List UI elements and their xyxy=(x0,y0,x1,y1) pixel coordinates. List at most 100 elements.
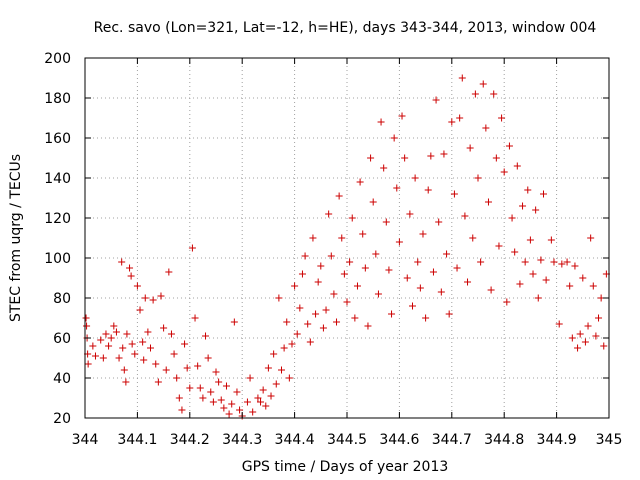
data-point xyxy=(246,374,254,382)
data-point xyxy=(293,330,301,338)
data-point xyxy=(429,268,437,276)
data-point xyxy=(165,268,173,276)
data-point xyxy=(217,396,225,404)
x-tick-label: 344.3 xyxy=(222,432,262,448)
data-point xyxy=(230,318,238,326)
data-point xyxy=(140,356,148,364)
data-point xyxy=(257,398,265,406)
data-point xyxy=(312,310,320,318)
y-tick-label: 200 xyxy=(44,51,71,67)
data-point xyxy=(262,402,270,410)
data-point xyxy=(495,242,503,250)
data-point xyxy=(298,270,306,278)
data-point xyxy=(204,354,212,362)
data-point xyxy=(367,154,375,162)
data-point xyxy=(500,168,508,176)
data-point xyxy=(419,230,427,238)
data-point xyxy=(393,184,401,192)
data-point xyxy=(228,400,236,408)
data-point xyxy=(382,218,390,226)
data-point xyxy=(139,338,147,346)
y-tick-label: 160 xyxy=(44,131,71,147)
data-point xyxy=(325,210,333,218)
data-point xyxy=(353,282,361,290)
data-point xyxy=(464,278,472,286)
data-point xyxy=(249,408,257,416)
data-point xyxy=(83,322,91,330)
y-tick-label: 80 xyxy=(53,291,71,307)
data-point xyxy=(401,154,409,162)
data-point xyxy=(306,338,314,346)
data-point xyxy=(264,364,272,372)
data-point xyxy=(254,394,262,402)
data-point xyxy=(288,340,296,348)
data-point xyxy=(466,144,474,152)
data-point xyxy=(107,334,115,342)
data-point xyxy=(377,118,385,126)
data-point xyxy=(181,340,189,348)
data-point xyxy=(175,394,183,402)
y-tick-label: 120 xyxy=(44,211,71,227)
data-point xyxy=(437,288,445,296)
data-point xyxy=(581,338,589,346)
data-point xyxy=(99,354,107,362)
data-point xyxy=(112,328,120,336)
data-point xyxy=(424,186,432,194)
data-point xyxy=(346,258,354,266)
data-point xyxy=(388,310,396,318)
data-point xyxy=(89,342,97,350)
data-point xyxy=(291,282,299,290)
data-point xyxy=(503,298,511,306)
data-point xyxy=(540,190,547,198)
data-point xyxy=(272,380,280,388)
x-tick-label: 344.1 xyxy=(117,432,157,448)
data-point xyxy=(105,342,113,350)
data-point xyxy=(364,322,372,330)
data-point xyxy=(128,340,136,348)
data-point xyxy=(186,384,194,392)
data-point xyxy=(380,164,388,172)
data-point xyxy=(524,186,532,194)
data-point xyxy=(314,278,322,286)
data-point xyxy=(322,306,330,314)
data-point xyxy=(453,264,461,272)
x-tick-label: 344.2 xyxy=(170,432,210,448)
data-point xyxy=(521,258,529,266)
data-point xyxy=(115,354,123,362)
y-tick-label: 60 xyxy=(53,331,71,347)
data-point xyxy=(403,274,411,282)
chart-title: Rec. savo (Lon=321, Lat=-12, h=HE), days… xyxy=(94,20,597,36)
data-point xyxy=(126,264,134,272)
data-point xyxy=(448,118,456,126)
data-point xyxy=(170,350,178,358)
data-point xyxy=(406,210,414,218)
data-point xyxy=(212,368,220,376)
data-point xyxy=(487,286,495,294)
data-point xyxy=(330,290,338,298)
data-point xyxy=(118,258,126,266)
data-point xyxy=(152,360,160,368)
data-point xyxy=(435,218,443,226)
data-point xyxy=(144,328,152,336)
data-point xyxy=(333,318,341,326)
data-point xyxy=(587,234,595,242)
data-point xyxy=(563,258,571,266)
data-point xyxy=(571,262,579,270)
data-point xyxy=(505,142,513,150)
data-point xyxy=(199,394,207,402)
data-point xyxy=(508,214,516,222)
data-point xyxy=(440,150,448,158)
data-point xyxy=(595,314,603,322)
data-point xyxy=(127,272,135,280)
data-points xyxy=(82,74,610,420)
data-point xyxy=(574,344,582,352)
data-point xyxy=(359,230,367,238)
data-point xyxy=(422,314,430,322)
data-point xyxy=(319,324,327,332)
y-tick-label: 20 xyxy=(53,411,71,427)
data-point xyxy=(317,262,325,270)
data-point xyxy=(526,236,534,244)
data-point xyxy=(304,320,312,328)
data-point xyxy=(469,234,477,242)
y-tick-label: 100 xyxy=(44,251,71,267)
